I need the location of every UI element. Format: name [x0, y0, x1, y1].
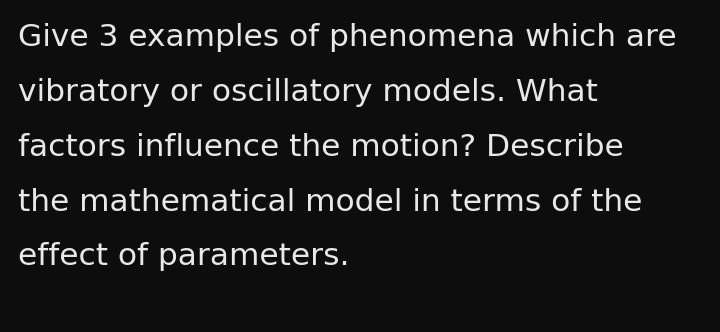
Text: the mathematical model in terms of the: the mathematical model in terms of the — [18, 188, 642, 216]
Text: Give 3 examples of phenomena which are: Give 3 examples of phenomena which are — [18, 23, 677, 52]
Text: factors influence the motion? Describe: factors influence the motion? Describe — [18, 133, 624, 162]
Text: vibratory or oscillatory models. What: vibratory or oscillatory models. What — [18, 78, 598, 107]
Text: effect of parameters.: effect of parameters. — [18, 242, 349, 271]
